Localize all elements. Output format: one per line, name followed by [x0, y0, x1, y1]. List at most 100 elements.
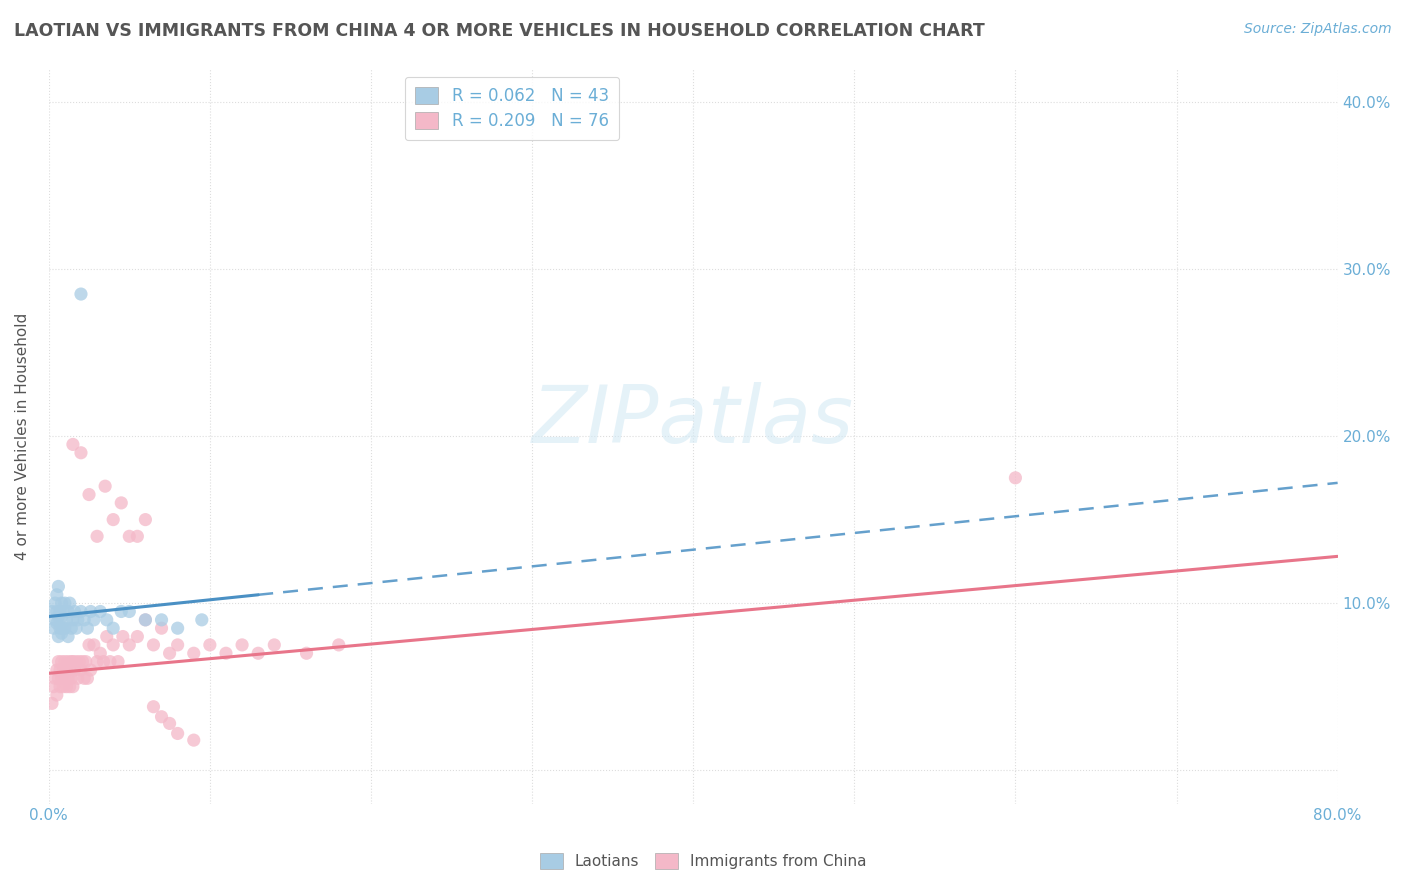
Point [52, 680, 75, 694]
Point [70, 446, 93, 460]
Point [53, 671, 76, 685]
Point [86, 655, 108, 669]
Point [118, 529, 141, 543]
Point [96, 630, 118, 644]
Point [215, 646, 238, 660]
Point [59, 596, 82, 610]
Point [52, 663, 75, 677]
Point [118, 605, 141, 619]
Point [183, 733, 205, 747]
Point [63, 663, 86, 677]
Point [127, 630, 149, 644]
Point [49, 621, 72, 635]
Point [198, 638, 221, 652]
Point [103, 513, 125, 527]
Point [59, 663, 82, 677]
Y-axis label: 4 or more Vehicles in Household: 4 or more Vehicles in Household [15, 312, 30, 559]
Point [166, 621, 188, 635]
Point [53, 655, 76, 669]
Point [41, 605, 63, 619]
Point [56, 630, 79, 644]
Point [110, 605, 132, 619]
Point [191, 613, 214, 627]
Text: LAOTIAN VS IMMIGRANTS FROM CHINA 4 OR MORE VEHICLES IN HOUSEHOLD CORRELATION CHA: LAOTIAN VS IMMIGRANTS FROM CHINA 4 OR MO… [14, 22, 984, 40]
Point [295, 646, 318, 660]
Point [77, 487, 100, 501]
Point [159, 646, 181, 660]
Point [118, 638, 141, 652]
Point [48, 609, 70, 624]
Point [72, 655, 94, 669]
Point [56, 605, 79, 619]
Point [42, 680, 65, 694]
Point [150, 710, 173, 724]
Point [44, 671, 66, 685]
Point [66, 671, 89, 685]
Point [51, 655, 73, 669]
Point [51, 671, 73, 685]
Point [49, 663, 72, 677]
Point [42, 621, 65, 635]
Point [44, 596, 66, 610]
Point [263, 638, 285, 652]
Point [53, 621, 76, 635]
Point [70, 287, 93, 301]
Point [150, 613, 173, 627]
Point [127, 529, 149, 543]
Point [73, 613, 96, 627]
Point [134, 613, 156, 627]
Point [183, 646, 205, 660]
Point [55, 680, 77, 694]
Point [45, 605, 67, 619]
Legend: Laotians, Immigrants from China: Laotians, Immigrants from China [534, 847, 872, 875]
Point [49, 680, 72, 694]
Point [76, 621, 98, 635]
Point [77, 638, 100, 652]
Point [60, 671, 83, 685]
Point [79, 663, 101, 677]
Point [48, 671, 70, 685]
Point [166, 726, 188, 740]
Point [94, 479, 117, 493]
Point [56, 671, 79, 685]
Point [231, 638, 253, 652]
Point [110, 496, 132, 510]
Point [45, 588, 67, 602]
Point [62, 655, 84, 669]
Legend: R = 0.062   N = 43, R = 0.209   N = 76: R = 0.062 N = 43, R = 0.209 N = 76 [405, 77, 619, 140]
Point [56, 655, 79, 669]
Text: Source: ZipAtlas.com: Source: ZipAtlas.com [1244, 22, 1392, 37]
Point [60, 621, 83, 635]
Point [49, 605, 72, 619]
Point [83, 613, 105, 627]
Point [48, 630, 70, 644]
Point [134, 613, 156, 627]
Point [41, 697, 63, 711]
Point [45, 616, 67, 631]
Point [45, 688, 67, 702]
Point [142, 699, 165, 714]
Point [79, 605, 101, 619]
Point [52, 621, 75, 635]
Point [89, 605, 111, 619]
Point [67, 655, 90, 669]
Point [63, 605, 86, 619]
Point [76, 671, 98, 685]
Point [107, 655, 129, 669]
Point [75, 655, 97, 669]
Point [62, 613, 84, 627]
Point [150, 621, 173, 635]
Point [48, 579, 70, 593]
Point [103, 638, 125, 652]
Point [134, 513, 156, 527]
Point [70, 663, 93, 677]
Point [44, 613, 66, 627]
Point [48, 655, 70, 669]
Point [93, 655, 115, 669]
Point [53, 596, 76, 610]
Point [166, 638, 188, 652]
Point [89, 646, 111, 660]
Point [159, 716, 181, 731]
Point [111, 630, 134, 644]
Point [55, 663, 77, 677]
